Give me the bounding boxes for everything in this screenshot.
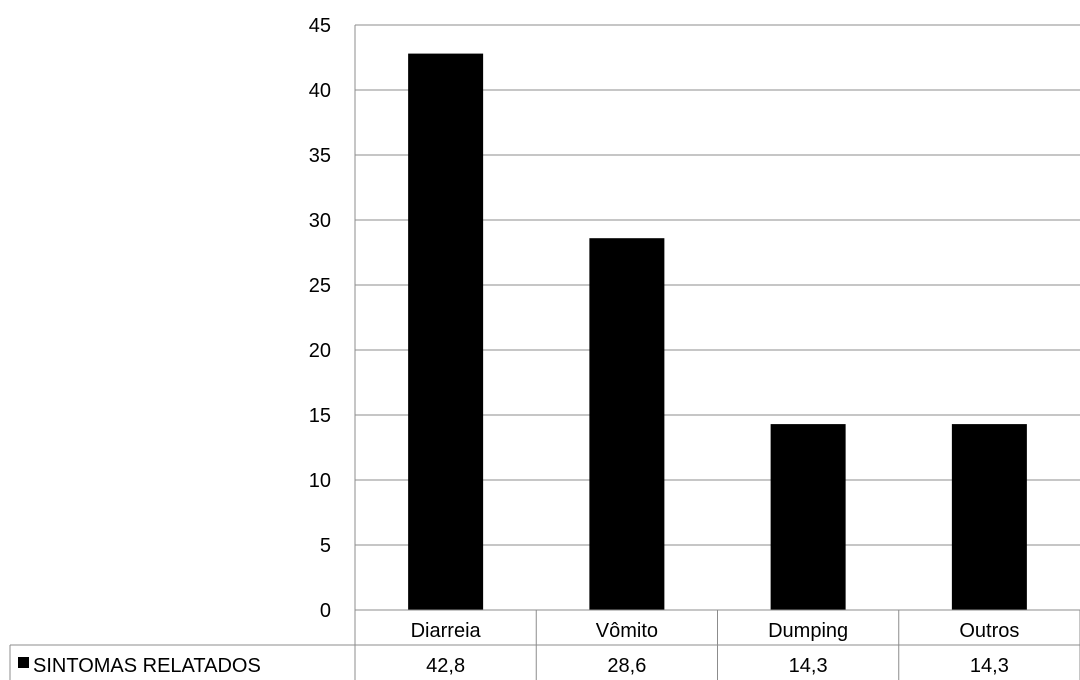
category-label: Vômito	[596, 620, 658, 642]
category-label: Dumping	[768, 620, 848, 642]
y-tick-label: 20	[309, 340, 331, 362]
data-label: 14,3	[789, 655, 828, 677]
bar	[408, 54, 483, 610]
y-tick-label: 15	[309, 405, 331, 427]
y-tick-label: 5	[320, 535, 331, 557]
data-label: 28,6	[607, 655, 646, 677]
category-label: Diarreia	[411, 620, 482, 642]
data-table: Diarreia 42,8 Vômito 28,6 Dumping 14,3 Outros 1…	[10, 610, 1080, 680]
bar	[771, 424, 846, 610]
y-tick-label: 40	[309, 80, 331, 102]
y-tick-label: 45	[309, 15, 331, 37]
y-axis: 0 5 10 15 20 25 30 35 40 45	[309, 15, 355, 680]
y-tick-label: 25	[309, 275, 331, 297]
bars	[408, 54, 1027, 610]
data-label: 14,3	[970, 655, 1009, 677]
bar	[589, 238, 664, 610]
bar	[952, 424, 1027, 610]
y-tick-label: 0	[320, 600, 331, 622]
y-tick-label: 35	[309, 145, 331, 167]
y-tick-label: 10	[309, 470, 331, 492]
y-tick-label: 30	[309, 210, 331, 232]
data-label: 42,8	[426, 655, 465, 677]
legend-marker	[18, 657, 29, 668]
category-label: Outros	[959, 620, 1019, 642]
legend-label: SINTOMAS RELATADOS	[33, 655, 261, 677]
